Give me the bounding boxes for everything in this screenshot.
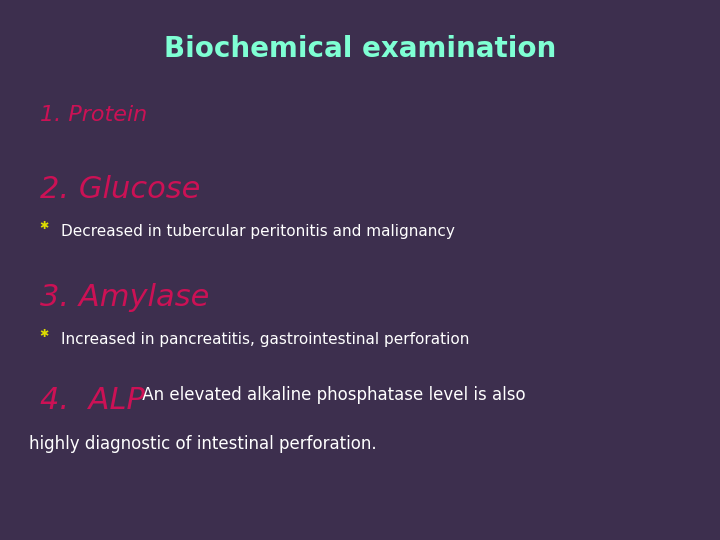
Text: 1. Protein: 1. Protein [40,105,147,125]
Text: ✱: ✱ [40,329,49,340]
Text: Increased in pancreatitis, gastrointestinal perforation: Increased in pancreatitis, gastrointesti… [61,332,469,347]
Text: An elevated alkaline phosphatase level is also: An elevated alkaline phosphatase level i… [137,386,526,404]
Text: Decreased in tubercular peritonitis and malignancy: Decreased in tubercular peritonitis and … [61,224,455,239]
Text: highly diagnostic of intestinal perforation.: highly diagnostic of intestinal perforat… [29,435,377,453]
Text: 3. Amylase: 3. Amylase [40,284,209,313]
Text: Biochemical examination: Biochemical examination [164,35,556,63]
Text: 4.  ALP: 4. ALP [40,386,145,415]
Text: ✱: ✱ [40,221,49,232]
Text: 2. Glucose: 2. Glucose [40,176,200,205]
